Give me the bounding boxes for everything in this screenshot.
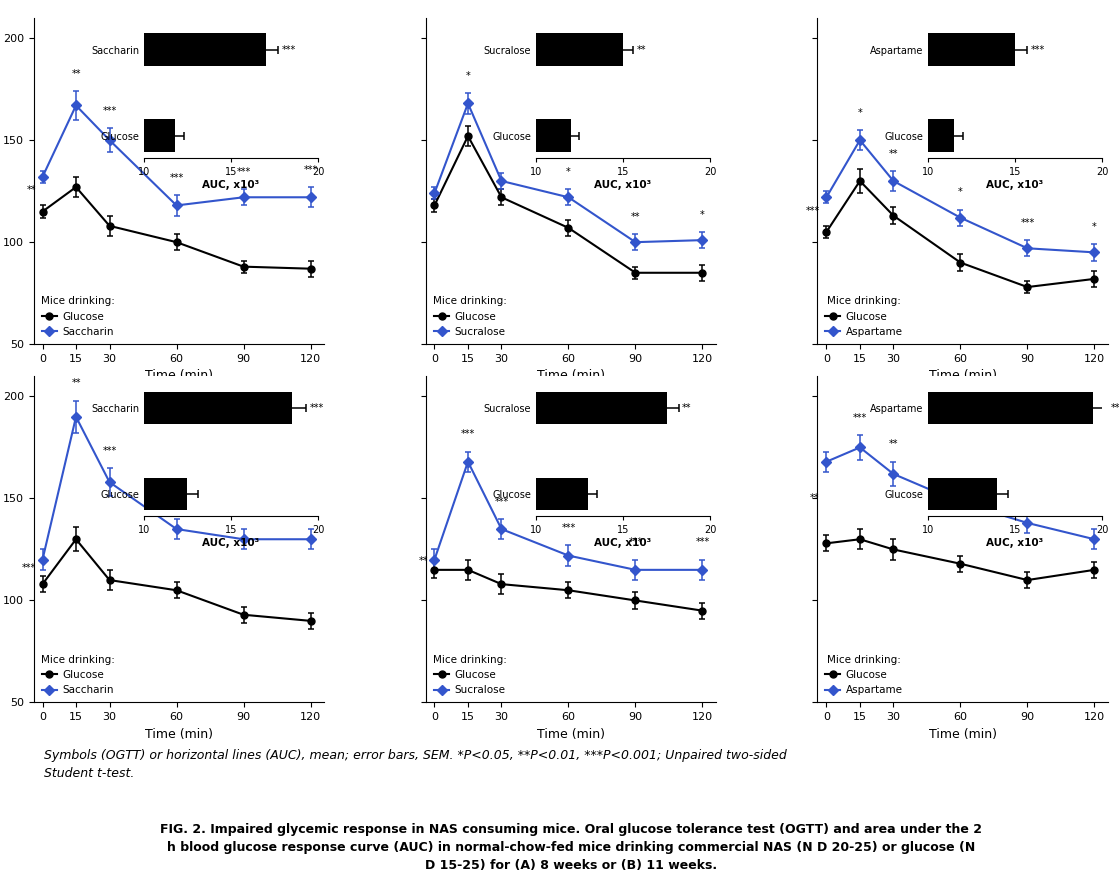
Text: ***: *** xyxy=(806,206,820,215)
Text: FIG. 2. Impaired glycemic response in NAS consuming mice. Oral glucose tolerance: FIG. 2. Impaired glycemic response in NA… xyxy=(160,823,981,872)
Text: **: ** xyxy=(888,149,899,159)
Text: **: ** xyxy=(72,69,81,79)
Text: **: ** xyxy=(810,494,820,503)
Legend: Glucose, Aspartame: Glucose, Aspartame xyxy=(820,292,906,341)
Text: *: * xyxy=(466,71,470,81)
Text: ***: *** xyxy=(1021,218,1035,228)
X-axis label: Time (min): Time (min) xyxy=(537,727,604,741)
Text: *: * xyxy=(958,470,962,480)
Text: ***: *** xyxy=(461,430,476,439)
Text: ***: *** xyxy=(695,538,709,548)
Text: *: * xyxy=(1092,222,1097,232)
Text: *: * xyxy=(1092,507,1097,517)
Text: ***: *** xyxy=(303,165,318,175)
Text: *: * xyxy=(857,108,863,118)
Text: ***: *** xyxy=(562,523,575,533)
Text: *: * xyxy=(566,167,571,177)
X-axis label: Time (min): Time (min) xyxy=(929,369,997,383)
Text: **: ** xyxy=(631,212,640,222)
Text: **: ** xyxy=(72,378,81,388)
Legend: Glucose, Saccharin: Glucose, Saccharin xyxy=(37,650,119,699)
Text: ***: *** xyxy=(303,507,318,517)
Text: ***: *** xyxy=(629,538,642,548)
Text: **: ** xyxy=(27,185,36,195)
X-axis label: Time (min): Time (min) xyxy=(144,727,213,741)
X-axis label: Time (min): Time (min) xyxy=(144,369,213,383)
Legend: Glucose, Sucralose: Glucose, Sucralose xyxy=(429,650,511,699)
Text: ***: *** xyxy=(236,507,251,517)
Text: *: * xyxy=(958,187,962,198)
Text: *: * xyxy=(700,210,705,220)
Text: ***: *** xyxy=(853,413,867,423)
Text: ***: *** xyxy=(21,563,36,573)
Text: **: ** xyxy=(888,439,899,449)
Text: ***: *** xyxy=(495,496,508,507)
Text: ***: *** xyxy=(236,167,251,177)
Legend: Glucose, Sucralose: Glucose, Sucralose xyxy=(429,292,511,341)
Legend: Glucose, Saccharin: Glucose, Saccharin xyxy=(37,292,119,341)
Legend: Glucose, Aspartame: Glucose, Aspartame xyxy=(820,650,906,699)
Text: ***: *** xyxy=(169,173,184,183)
Text: ***: *** xyxy=(102,105,116,116)
Text: **: ** xyxy=(419,556,427,565)
Text: ***: *** xyxy=(102,446,116,455)
Text: *: * xyxy=(1025,491,1029,501)
X-axis label: Time (min): Time (min) xyxy=(929,727,997,741)
X-axis label: Time (min): Time (min) xyxy=(537,369,604,383)
Text: ***: *** xyxy=(169,496,184,507)
Text: Symbols (OGTT) or horizontal lines (AUC), mean; error bars, SEM. *P<0.05, **P<0.: Symbols (OGTT) or horizontal lines (AUC)… xyxy=(45,749,787,780)
